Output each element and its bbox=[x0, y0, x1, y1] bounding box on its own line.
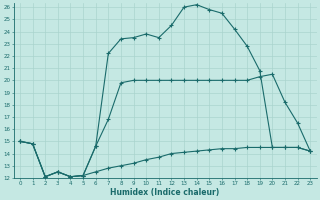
X-axis label: Humidex (Indice chaleur): Humidex (Indice chaleur) bbox=[110, 188, 220, 197]
